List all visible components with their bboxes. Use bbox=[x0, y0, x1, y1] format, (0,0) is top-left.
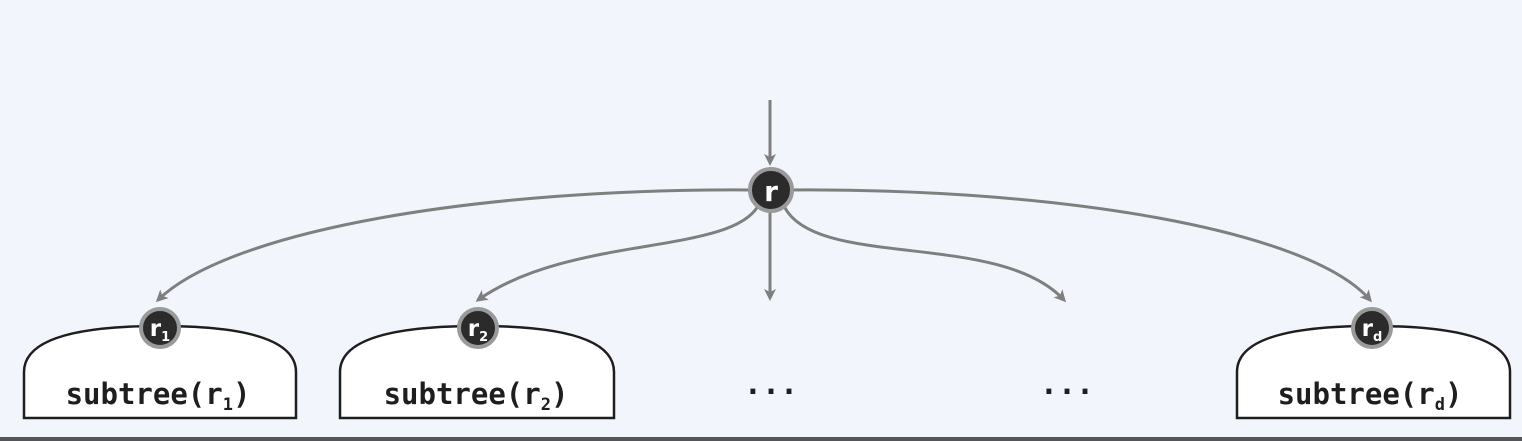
subtree-root-node-1: r1 bbox=[139, 307, 181, 349]
subtree-root-node-d: rd bbox=[1351, 307, 1393, 349]
subtree-label-1: subtree(r1) bbox=[66, 377, 251, 415]
subtree-root-node-2: r2 bbox=[457, 307, 499, 349]
subtree-label-2: subtree(r2) bbox=[384, 377, 569, 415]
root-node: r bbox=[748, 167, 794, 213]
edge-to-r2 bbox=[475, 205, 760, 302]
subtree-label-d: subtree(rd) bbox=[1278, 377, 1463, 415]
edge-to-rd bbox=[789, 188, 1372, 303]
edge-to-more bbox=[782, 205, 1067, 303]
edge-to-r1 bbox=[155, 188, 753, 303]
ellipsis-1: ··· bbox=[744, 375, 798, 410]
subtree-root-label-1: r1 bbox=[150, 316, 170, 345]
ellipsis-2: ··· bbox=[1040, 375, 1094, 410]
subtree-root-label-d: rd bbox=[1362, 316, 1383, 345]
subtree-root-label-2: r2 bbox=[468, 316, 488, 345]
root-node-label: r bbox=[764, 175, 778, 208]
bottom-rule bbox=[0, 437, 1522, 441]
